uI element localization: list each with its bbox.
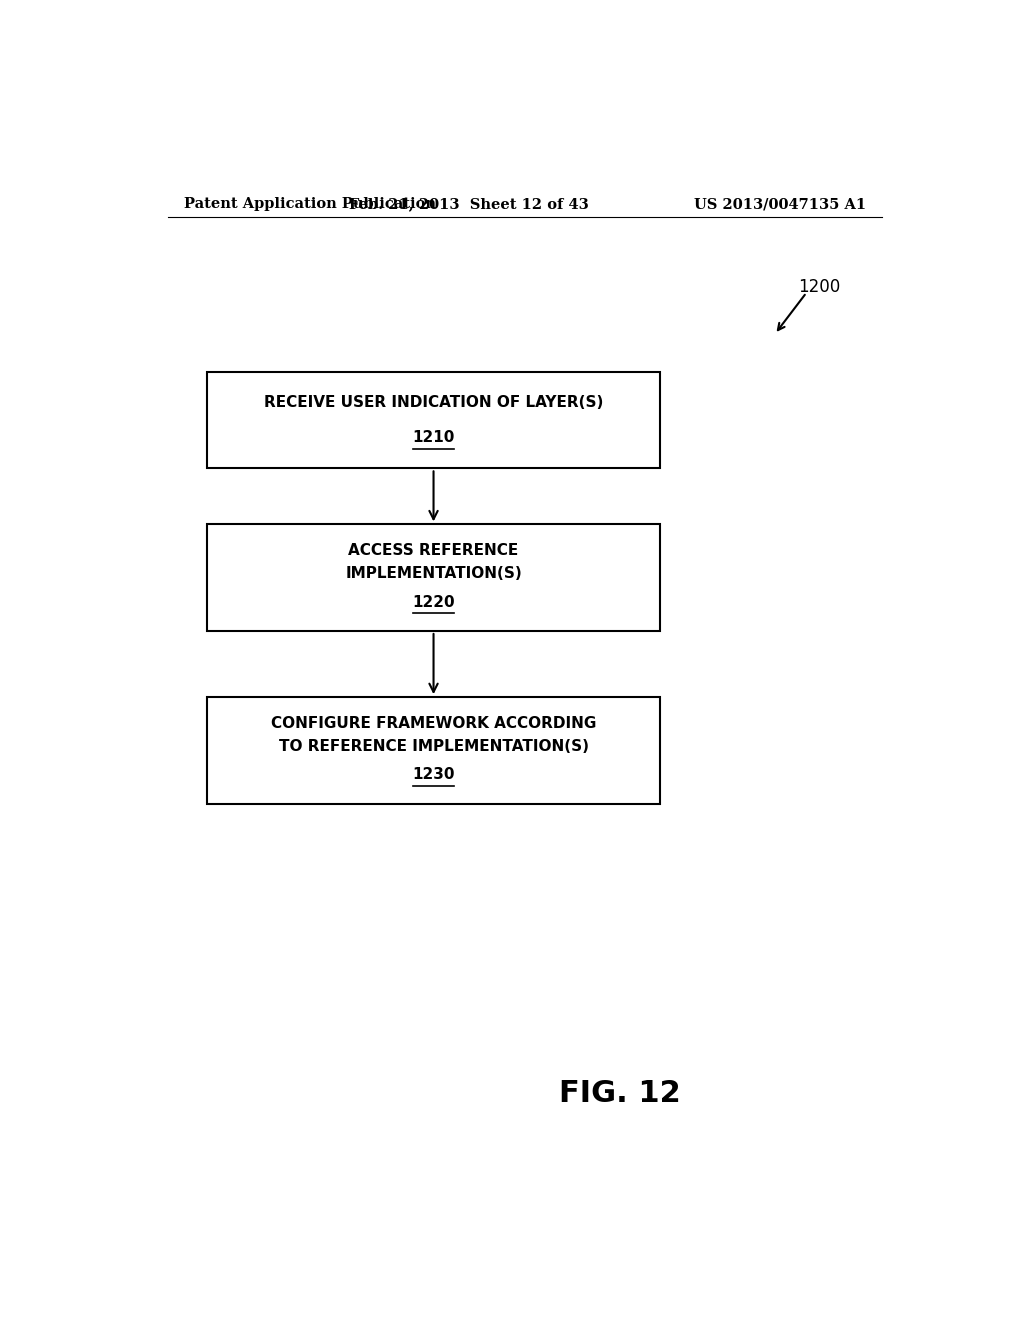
Text: Feb. 21, 2013  Sheet 12 of 43: Feb. 21, 2013 Sheet 12 of 43 <box>349 197 589 211</box>
Bar <box>207 524 659 631</box>
Text: IMPLEMENTATION(S): IMPLEMENTATION(S) <box>345 566 522 581</box>
Text: 1210: 1210 <box>413 430 455 445</box>
Text: 1230: 1230 <box>413 767 455 783</box>
Text: Patent Application Publication: Patent Application Publication <box>183 197 435 211</box>
Text: RECEIVE USER INDICATION OF LAYER(S): RECEIVE USER INDICATION OF LAYER(S) <box>264 396 603 411</box>
Text: 1200: 1200 <box>799 279 841 297</box>
Text: 1220: 1220 <box>413 594 455 610</box>
Text: CONFIGURE FRAMEWORK ACCORDING: CONFIGURE FRAMEWORK ACCORDING <box>271 715 596 730</box>
Text: FIG. 12: FIG. 12 <box>559 1078 681 1107</box>
Text: US 2013/0047135 A1: US 2013/0047135 A1 <box>694 197 866 211</box>
Bar <box>207 372 659 469</box>
Text: TO REFERENCE IMPLEMENTATION(S): TO REFERENCE IMPLEMENTATION(S) <box>279 739 589 754</box>
Bar <box>207 697 659 804</box>
Text: ACCESS REFERENCE: ACCESS REFERENCE <box>348 543 519 558</box>
